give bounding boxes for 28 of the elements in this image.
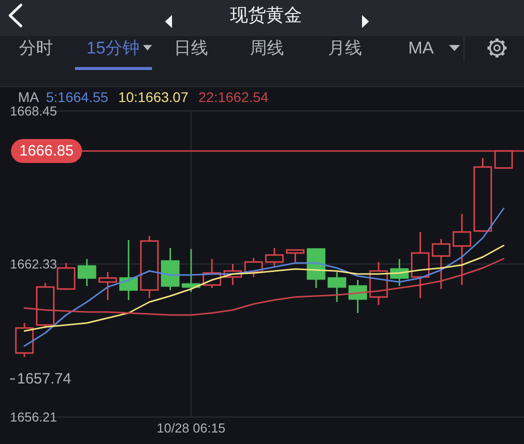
- candlestick: [452, 213, 472, 286]
- legend-title: MA: [18, 89, 40, 105]
- text: 15分钟: [86, 38, 140, 58]
- text: 日线: [174, 38, 208, 58]
- candlestick: [78, 258, 96, 287]
- x-tick-label: 10/28 06:15: [156, 420, 226, 436]
- text: 5:1664.55: [46, 89, 108, 105]
- candlestick: [328, 271, 346, 303]
- text: MA: [408, 38, 434, 58]
- text: 月线: [328, 38, 362, 58]
- candlestick: [98, 271, 118, 301]
- annotation: 1657.74: [17, 370, 72, 388]
- candlestick: [119, 239, 138, 301]
- y-tick-label: 1662.33: [10, 256, 57, 272]
- candlestick: [348, 279, 368, 314]
- y-tick-label: 1668.45: [10, 104, 57, 118]
- text: 周线: [250, 38, 284, 58]
- y-tick-label: 1656.21: [10, 410, 57, 424]
- candlestick: [410, 231, 430, 299]
- candlestick: [56, 262, 76, 291]
- text: 分时: [19, 38, 53, 58]
- ref-line-label: 1666.85: [19, 142, 74, 160]
- candlestick: [265, 247, 284, 268]
- candlestick: [432, 238, 450, 290]
- text: 10:1663.07: [118, 89, 189, 105]
- chart-title: 现货黄金: [230, 5, 302, 25]
- text: 22:1662.54: [198, 89, 269, 105]
- candlestick: [286, 249, 305, 263]
